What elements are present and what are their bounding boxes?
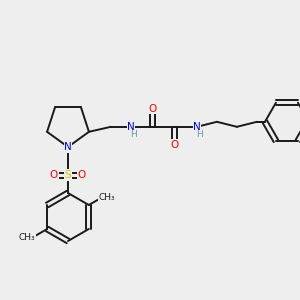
Text: O: O <box>50 170 58 180</box>
Text: S: S <box>65 170 71 180</box>
Text: N: N <box>193 122 201 132</box>
Text: O: O <box>78 170 86 180</box>
Text: H: H <box>196 130 203 139</box>
Text: N: N <box>127 122 135 132</box>
Text: N: N <box>64 142 72 152</box>
Text: CH₃: CH₃ <box>19 232 35 242</box>
Text: CH₃: CH₃ <box>98 193 115 202</box>
Text: O: O <box>149 104 157 114</box>
Text: O: O <box>171 140 179 150</box>
Text: H: H <box>130 130 137 139</box>
